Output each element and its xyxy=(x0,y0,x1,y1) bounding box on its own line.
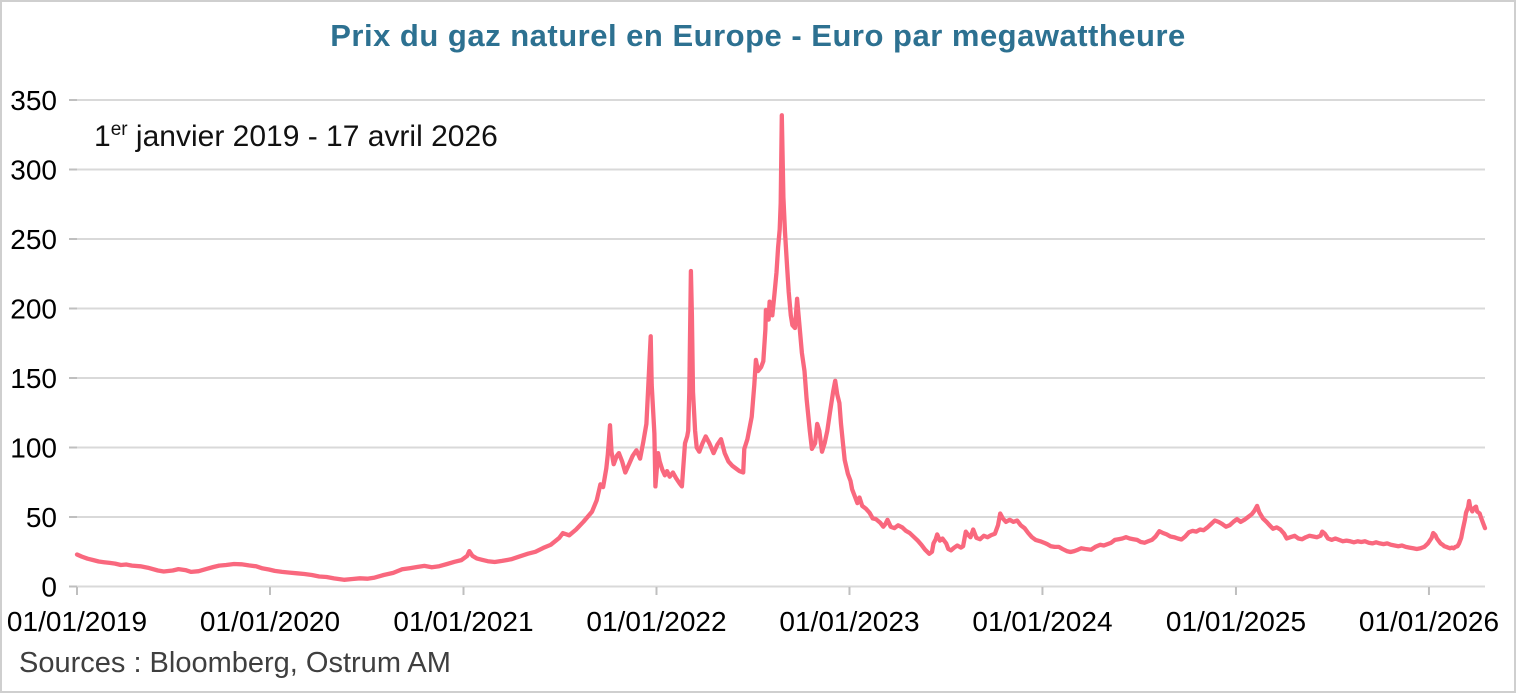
axis-ticks xyxy=(69,99,1430,595)
svg-text:01/01/2025: 01/01/2025 xyxy=(1166,606,1306,637)
svg-text:50: 50 xyxy=(26,502,57,533)
svg-text:200: 200 xyxy=(10,294,57,325)
chart-title: Prix du gaz naturel en Europe - Euro par… xyxy=(330,18,1186,53)
svg-text:01/01/2021: 01/01/2021 xyxy=(393,606,533,637)
x-axis-labels: 01/01/2019 01/01/2020 01/01/2021 01/01/2022… xyxy=(7,606,1499,637)
svg-text:01/01/2020: 01/01/2020 xyxy=(200,606,340,637)
date-range-prefix: 1 xyxy=(94,120,111,153)
svg-text:01/01/2024: 01/01/2024 xyxy=(972,606,1112,637)
source-caption: Sources : Bloomberg, Ostrum AM xyxy=(19,647,451,679)
svg-text:100: 100 xyxy=(10,433,57,464)
date-range-label: 1er janvier 2019 - 17 avril 2026 xyxy=(94,120,498,154)
svg-text:01/01/2023: 01/01/2023 xyxy=(779,606,919,637)
gas-price-line xyxy=(74,113,1488,582)
date-range-text: janvier 2019 - 17 avril 2026 xyxy=(127,120,498,153)
svg-text:300: 300 xyxy=(10,155,57,186)
svg-text:01/01/2019: 01/01/2019 xyxy=(7,606,147,637)
svg-text:0: 0 xyxy=(41,572,57,603)
svg-text:250: 250 xyxy=(10,224,57,255)
svg-text:01/01/2026: 01/01/2026 xyxy=(1359,606,1499,637)
svg-text:150: 150 xyxy=(10,363,57,394)
svg-text:01/01/2022: 01/01/2022 xyxy=(586,606,726,637)
y-axis-labels: 0 50 100 150 200 250 300 350 xyxy=(10,85,57,603)
date-range-superscript: er xyxy=(110,119,128,140)
svg-text:350: 350 xyxy=(10,85,57,116)
